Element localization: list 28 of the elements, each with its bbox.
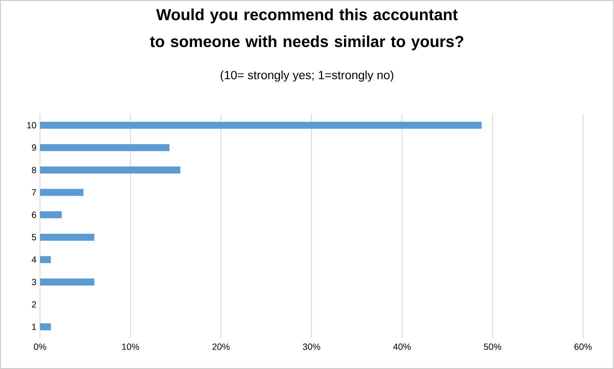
bar [40, 323, 51, 330]
y-tick-label: 4 [32, 256, 36, 263]
y-tick-label: 7 [32, 189, 36, 196]
bar [40, 278, 94, 286]
x-tick-label: 30% [302, 344, 320, 350]
y-tick-label: 3 [32, 278, 36, 286]
x-tick-label: 20% [212, 344, 230, 350]
bar [40, 166, 180, 174]
bar [40, 256, 51, 264]
y-tick-label: 10 [27, 122, 36, 128]
bar [40, 211, 62, 218]
bar [40, 188, 84, 196]
x-tick-label: 50% [484, 344, 502, 350]
x-tick-label: 40% [393, 344, 411, 350]
x-tick-label: 10% [122, 344, 140, 350]
chart-title: Would you recommend this accountant to someone with needs similar to yours? [150, 8, 464, 50]
bar [40, 144, 170, 152]
bar [40, 234, 94, 241]
y-tick-label: 2 [32, 301, 36, 308]
bar [40, 122, 482, 129]
chart-subtitle: (10= strongly yes; 1=strongly no) [220, 70, 394, 82]
y-tick-label: 1 [32, 324, 36, 330]
x-tick-label: 60% [574, 344, 592, 350]
y-tick-label: 6 [32, 212, 36, 218]
y-tick-label: 9 [32, 144, 36, 151]
x-tick-label: 0% [34, 344, 46, 350]
y-tick-label: 5 [32, 234, 36, 240]
y-tick-label: 8 [32, 166, 36, 174]
